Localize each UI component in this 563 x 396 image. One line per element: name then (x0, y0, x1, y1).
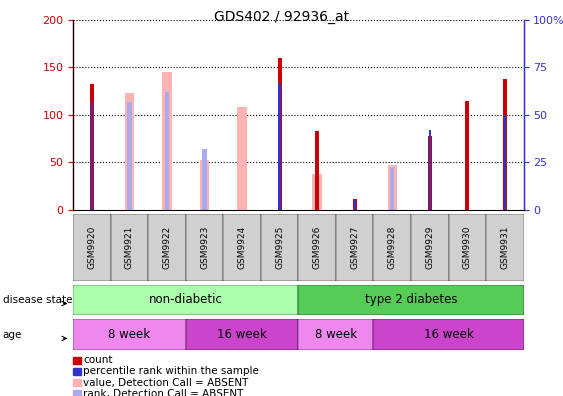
FancyBboxPatch shape (298, 214, 336, 281)
FancyBboxPatch shape (224, 214, 261, 281)
FancyBboxPatch shape (411, 214, 449, 281)
FancyBboxPatch shape (298, 319, 373, 350)
Text: count: count (83, 355, 113, 366)
Bar (202, 149, 207, 210)
Text: age: age (3, 329, 22, 340)
Bar (390, 168, 395, 210)
Text: non-diabetic: non-diabetic (149, 293, 223, 307)
Text: GSM9921: GSM9921 (125, 226, 134, 269)
FancyBboxPatch shape (186, 214, 224, 281)
FancyBboxPatch shape (449, 214, 486, 281)
Text: GSM9920: GSM9920 (87, 226, 96, 269)
Text: GSM9923: GSM9923 (200, 226, 209, 269)
Text: GDS402 / 92936_at: GDS402 / 92936_at (214, 10, 349, 24)
Text: GSM9922: GSM9922 (163, 226, 172, 269)
Text: type 2 diabetes: type 2 diabetes (365, 293, 457, 307)
Bar (127, 101, 132, 210)
Text: GSM9929: GSM9929 (425, 226, 434, 269)
Bar (315, 131, 319, 210)
Bar (353, 200, 356, 210)
Bar (279, 82, 281, 210)
Bar (428, 130, 431, 210)
Text: GSM9926: GSM9926 (312, 226, 321, 269)
Text: GSM9928: GSM9928 (388, 226, 397, 269)
Text: GSM9924: GSM9924 (238, 226, 247, 269)
Bar (162, 72, 172, 210)
Bar (387, 165, 397, 210)
FancyBboxPatch shape (148, 214, 186, 281)
Text: 8 week: 8 week (315, 328, 357, 341)
Bar (238, 107, 247, 210)
Text: GSM9931: GSM9931 (501, 226, 510, 269)
FancyBboxPatch shape (111, 214, 148, 281)
Text: 16 week: 16 week (217, 328, 267, 341)
Bar (428, 136, 432, 210)
Bar (504, 115, 506, 210)
FancyBboxPatch shape (73, 214, 111, 281)
Bar (91, 101, 93, 210)
Text: GSM9925: GSM9925 (275, 226, 284, 269)
FancyBboxPatch shape (336, 214, 373, 281)
Bar (503, 79, 507, 210)
Bar (278, 58, 282, 210)
FancyBboxPatch shape (73, 285, 298, 315)
Text: GSM9927: GSM9927 (350, 226, 359, 269)
Text: 8 week: 8 week (109, 328, 150, 341)
Bar (90, 84, 94, 210)
FancyBboxPatch shape (373, 214, 411, 281)
Text: GSM9930: GSM9930 (463, 226, 472, 269)
Text: disease state: disease state (3, 295, 72, 305)
FancyBboxPatch shape (373, 319, 524, 350)
Bar (165, 92, 169, 210)
FancyBboxPatch shape (186, 319, 298, 350)
Text: 16 week: 16 week (423, 328, 473, 341)
FancyBboxPatch shape (298, 285, 524, 315)
FancyBboxPatch shape (261, 214, 298, 281)
FancyBboxPatch shape (73, 319, 186, 350)
Bar (466, 101, 469, 210)
Bar (315, 141, 319, 210)
Bar (125, 93, 134, 210)
Bar (312, 174, 322, 210)
Bar (354, 200, 356, 210)
Text: value, Detection Call = ABSENT: value, Detection Call = ABSENT (83, 377, 249, 388)
FancyBboxPatch shape (486, 214, 524, 281)
Text: rank, Detection Call = ABSENT: rank, Detection Call = ABSENT (83, 388, 244, 396)
Bar (200, 160, 209, 210)
Text: percentile rank within the sample: percentile rank within the sample (83, 366, 259, 377)
